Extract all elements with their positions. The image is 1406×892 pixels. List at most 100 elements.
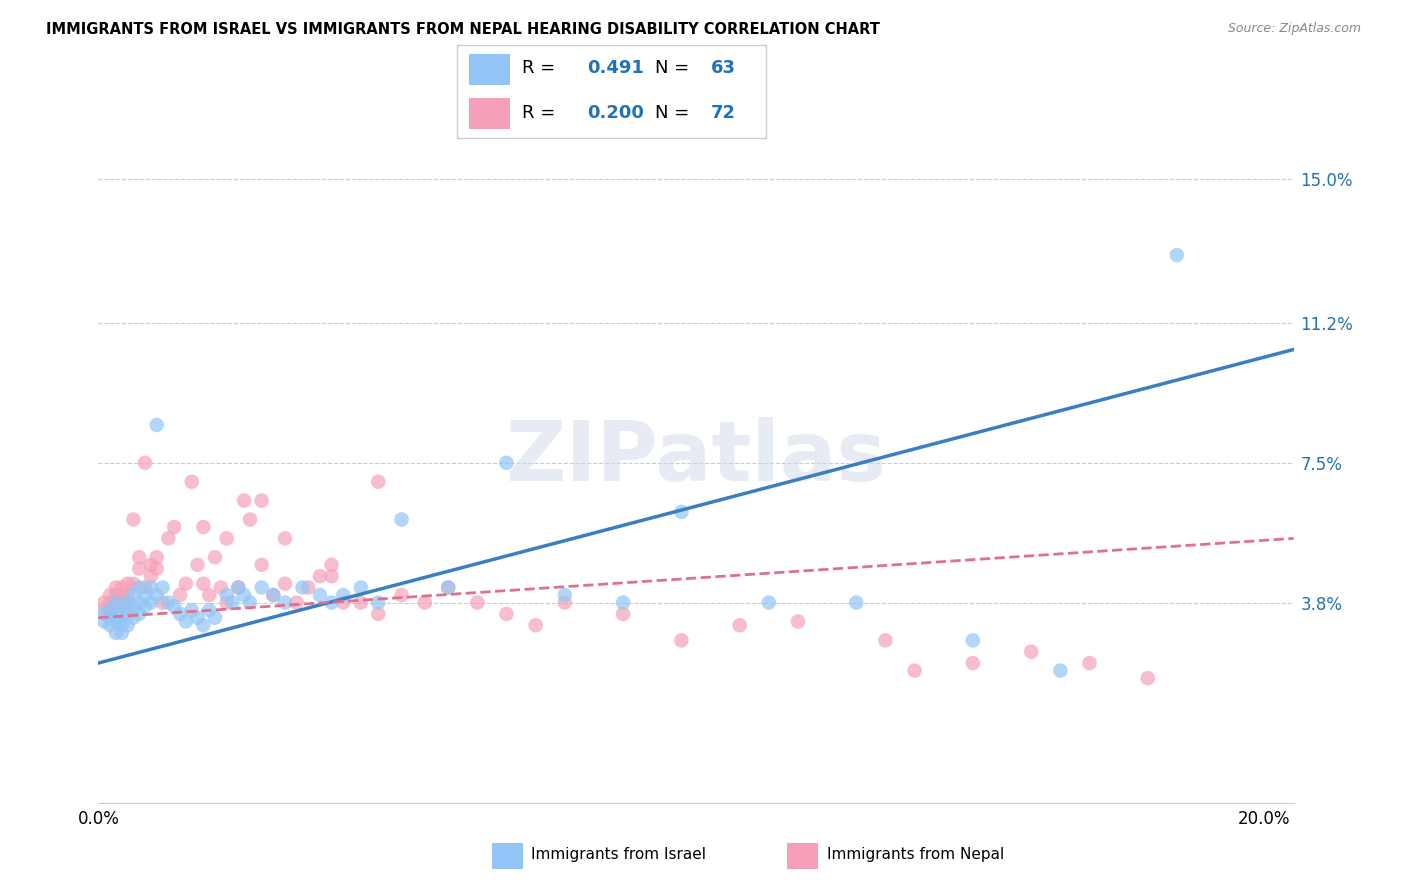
Point	[1136, 671, 1159, 685]
Point	[104, 596, 127, 610]
Point	[1019, 645, 1042, 659]
Text: 72: 72	[710, 104, 735, 122]
Point	[104, 607, 127, 621]
Point	[391, 588, 413, 602]
Point	[98, 596, 121, 610]
Point	[309, 569, 332, 583]
Point	[104, 625, 127, 640]
Point	[332, 596, 354, 610]
Text: R =: R =	[522, 60, 561, 78]
Point	[157, 596, 180, 610]
Point	[262, 588, 284, 602]
Point	[122, 576, 145, 591]
Point	[145, 550, 167, 565]
Point	[98, 618, 121, 632]
Point	[93, 596, 115, 610]
Point	[111, 596, 134, 610]
Point	[671, 633, 693, 648]
Point	[1078, 656, 1101, 670]
Point	[1166, 248, 1188, 262]
Point	[274, 576, 297, 591]
Point	[134, 581, 156, 595]
Bar	[787, 843, 818, 869]
Point	[157, 532, 180, 546]
Point	[134, 599, 156, 614]
Text: 63: 63	[710, 60, 735, 78]
Point	[285, 596, 308, 610]
Point	[391, 512, 413, 526]
Text: Immigrants from Israel: Immigrants from Israel	[531, 847, 706, 862]
Point	[163, 520, 186, 534]
Point	[174, 576, 197, 591]
Point	[145, 588, 167, 602]
Point	[291, 581, 314, 595]
Text: N =: N =	[655, 104, 695, 122]
Point	[350, 596, 373, 610]
Point	[117, 596, 139, 610]
Point	[139, 569, 162, 583]
Point	[215, 588, 238, 602]
Point	[239, 596, 262, 610]
Point	[169, 607, 191, 621]
Point	[111, 618, 134, 632]
Point	[193, 520, 215, 534]
Text: Immigrants from Nepal: Immigrants from Nepal	[827, 847, 1004, 862]
Point	[728, 618, 751, 632]
Point	[93, 607, 115, 621]
Point	[139, 581, 162, 595]
Point	[117, 599, 139, 614]
Point	[612, 596, 634, 610]
Point	[903, 664, 925, 678]
Point	[111, 625, 134, 640]
Point	[1049, 664, 1071, 678]
Point	[413, 596, 436, 610]
Point	[174, 615, 197, 629]
Point	[111, 599, 134, 614]
Point	[209, 581, 232, 595]
Point	[111, 610, 134, 624]
Point	[250, 581, 273, 595]
Point	[437, 581, 460, 595]
Point	[117, 576, 139, 591]
Text: Source: ZipAtlas.com: Source: ZipAtlas.com	[1227, 22, 1361, 36]
Point	[111, 588, 134, 602]
Point	[163, 599, 186, 614]
Point	[98, 603, 121, 617]
Point	[122, 610, 145, 624]
Point	[221, 596, 243, 610]
Point	[321, 558, 343, 572]
Point	[104, 599, 127, 614]
Point	[612, 607, 634, 621]
Point	[228, 581, 250, 595]
Point	[297, 581, 319, 595]
Point	[215, 596, 238, 610]
Point	[962, 633, 984, 648]
Point	[122, 588, 145, 602]
Point	[321, 596, 343, 610]
Point	[437, 581, 460, 595]
Point	[228, 581, 250, 595]
Point	[495, 607, 517, 621]
Point	[262, 588, 284, 602]
Point	[152, 581, 174, 595]
Point	[186, 610, 208, 624]
Text: R =: R =	[522, 104, 561, 122]
Point	[962, 656, 984, 670]
Point	[274, 532, 297, 546]
Point	[787, 615, 810, 629]
Point	[495, 456, 517, 470]
Point	[117, 618, 139, 632]
Bar	[470, 54, 509, 85]
Point	[128, 550, 150, 565]
Point	[845, 596, 868, 610]
Point	[104, 581, 127, 595]
Point	[321, 569, 343, 583]
Point	[145, 418, 167, 433]
Point	[367, 607, 389, 621]
Point	[111, 581, 134, 595]
Point	[98, 588, 121, 602]
Point	[169, 588, 191, 602]
Point	[274, 596, 297, 610]
Point	[104, 588, 127, 602]
Point	[233, 588, 256, 602]
